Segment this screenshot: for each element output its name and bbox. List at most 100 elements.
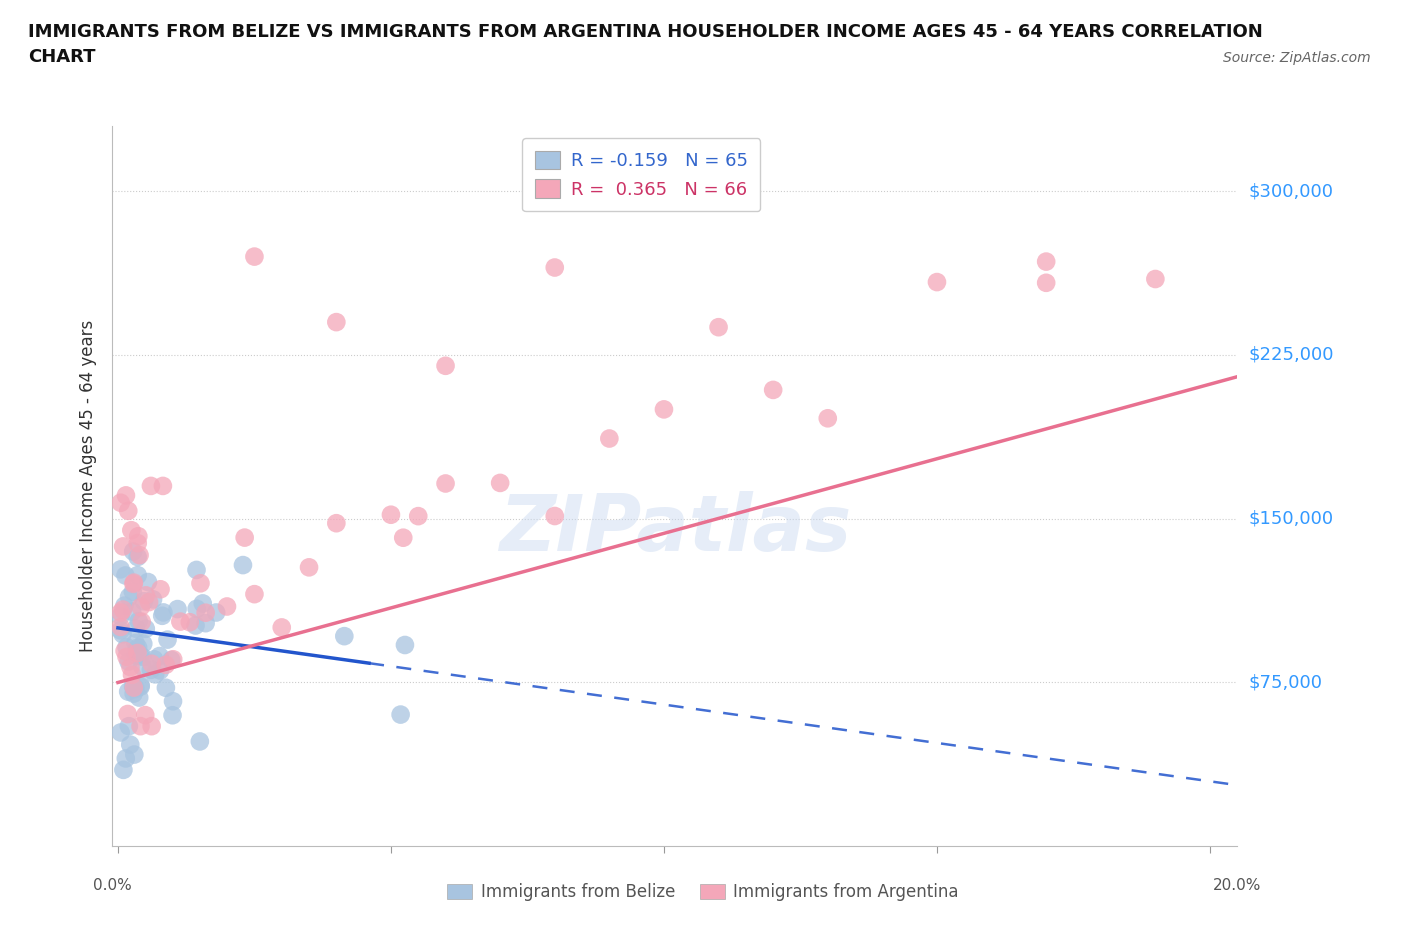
Point <box>1144 272 1167 286</box>
Point <box>127 550 149 565</box>
Point <box>131 615 153 630</box>
Point <box>121 584 143 599</box>
Point <box>139 662 162 677</box>
Point <box>162 652 184 667</box>
Point <box>129 648 152 663</box>
Point <box>392 530 415 545</box>
Point <box>162 694 184 709</box>
Point <box>925 274 948 289</box>
Point <box>120 737 142 752</box>
Point <box>132 636 155 651</box>
Point <box>118 590 141 604</box>
Point <box>188 734 211 749</box>
Point <box>598 432 620 446</box>
Point <box>134 708 156 723</box>
Point <box>156 632 179 647</box>
Point <box>190 576 212 591</box>
Y-axis label: Householder Income Ages 45 - 64 years: Householder Income Ages 45 - 64 years <box>79 320 97 652</box>
Point <box>129 600 152 615</box>
Point <box>434 476 457 491</box>
Point <box>131 649 153 664</box>
Point <box>233 530 256 545</box>
Point <box>110 605 132 620</box>
Point <box>122 575 145 590</box>
Point <box>131 659 153 674</box>
Point <box>114 751 136 766</box>
Point <box>143 652 166 667</box>
Point <box>120 523 142 538</box>
Point <box>111 602 134 617</box>
Point <box>544 260 567 275</box>
Point <box>434 358 457 373</box>
Point <box>150 608 173 623</box>
Point <box>125 648 148 663</box>
Point <box>139 479 162 494</box>
Point <box>121 668 143 683</box>
Point <box>143 667 166 682</box>
Point <box>232 558 254 573</box>
Point <box>136 575 159 590</box>
Point <box>169 614 191 629</box>
Point <box>325 516 347 531</box>
Point <box>114 644 136 658</box>
Point <box>111 627 134 642</box>
Text: Source: ZipAtlas.com: Source: ZipAtlas.com <box>1223 51 1371 65</box>
Point <box>114 598 136 613</box>
Text: $225,000: $225,000 <box>1249 346 1334 364</box>
Point <box>128 614 150 629</box>
Point <box>117 654 139 669</box>
Point <box>544 509 567 524</box>
Point <box>110 496 132 511</box>
Text: 0.0%: 0.0% <box>93 878 132 893</box>
Point <box>298 560 321 575</box>
Point <box>129 679 152 694</box>
Point <box>128 548 150 563</box>
Point <box>125 642 148 657</box>
Point <box>406 509 429 524</box>
Point <box>129 678 152 693</box>
Point <box>110 725 132 740</box>
Point <box>149 663 172 678</box>
Point <box>110 608 132 623</box>
Point <box>115 649 138 664</box>
Point <box>110 619 132 634</box>
Point <box>707 320 730 335</box>
Point <box>124 635 146 650</box>
Point <box>186 563 208 578</box>
Point <box>325 314 347 329</box>
Point <box>380 507 402 522</box>
Point <box>110 562 132 577</box>
Point <box>127 529 149 544</box>
Point <box>166 602 188 617</box>
Point <box>149 582 172 597</box>
Text: $150,000: $150,000 <box>1249 510 1333 527</box>
Point <box>179 615 201 630</box>
Point <box>127 640 149 655</box>
Point <box>110 623 132 638</box>
Point <box>120 659 142 674</box>
Point <box>117 684 139 699</box>
Point <box>186 602 208 617</box>
Text: $75,000: $75,000 <box>1249 673 1323 692</box>
Point <box>132 594 155 609</box>
Point <box>124 747 146 762</box>
Point <box>1035 254 1057 269</box>
Point <box>215 599 238 614</box>
Point <box>122 544 145 559</box>
Point <box>112 763 135 777</box>
Point <box>333 629 356 644</box>
Legend: Immigrants from Belize, Immigrants from Argentina: Immigrants from Belize, Immigrants from … <box>440 876 966 908</box>
Point <box>184 618 207 633</box>
Legend: R = -0.159   N = 65, R =  0.365   N = 66: R = -0.159 N = 65, R = 0.365 N = 66 <box>522 139 761 211</box>
Point <box>270 620 292 635</box>
Point <box>114 568 136 583</box>
Point <box>194 616 217 631</box>
Point <box>652 402 675 417</box>
Point <box>127 536 149 551</box>
Point <box>122 686 145 701</box>
Point <box>135 588 157 603</box>
Point <box>112 539 135 554</box>
Point <box>127 645 149 660</box>
Point <box>152 479 174 494</box>
Point <box>389 707 412 722</box>
